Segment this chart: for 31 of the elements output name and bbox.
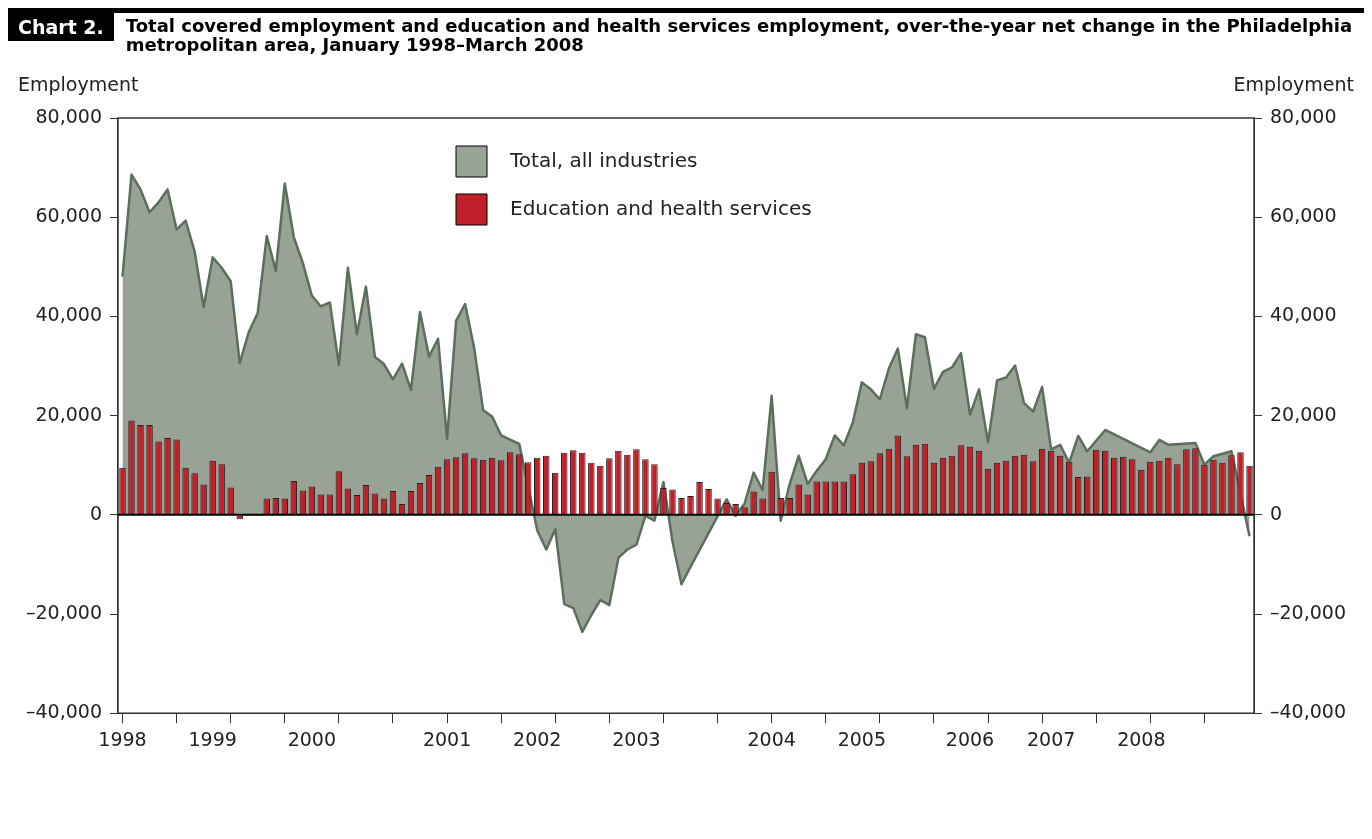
x-tick-label: 2006 bbox=[945, 727, 995, 750]
y-tick-label: 60,000 bbox=[35, 204, 102, 227]
y2-tick-label: 0 bbox=[1270, 501, 1283, 524]
y2-tick-label: –20,000 bbox=[1270, 600, 1346, 623]
y2-tick-label: 20,000 bbox=[1270, 402, 1337, 425]
y-axis-title: Employment bbox=[18, 73, 139, 96]
legend-label: Education and health services bbox=[510, 196, 812, 221]
x-tick-label: 2002 bbox=[513, 727, 562, 750]
x-tick-label: 1999 bbox=[188, 727, 237, 750]
x-tick-label: 2003 bbox=[612, 727, 661, 750]
y-tick-label: 0 bbox=[89, 501, 102, 524]
x-tick-label: 2004 bbox=[747, 727, 796, 750]
y2-tick-label: 40,000 bbox=[1270, 303, 1337, 326]
y-tick-label: 80,000 bbox=[35, 104, 102, 127]
y-tick-label: –40,000 bbox=[26, 700, 102, 723]
x-tick-label: 2007 bbox=[1026, 727, 1076, 750]
x-tick-label: 2000 bbox=[287, 727, 337, 750]
y-tick-label: 20,000 bbox=[35, 402, 102, 425]
x-tick-label: 2005 bbox=[837, 727, 886, 750]
y-tick-label: –20,000 bbox=[26, 600, 102, 623]
x-tick-label: 2001 bbox=[422, 727, 472, 750]
caption: Chart 2. bbox=[8, 13, 114, 41]
y2-tick-label: –40,000 bbox=[1270, 700, 1346, 723]
x-tick-label: 1998 bbox=[98, 727, 147, 750]
y2-tick-label: 80,000 bbox=[1270, 104, 1337, 127]
x-tick-label: 2008 bbox=[1117, 727, 1166, 750]
y2-axis-title: Employment bbox=[1233, 73, 1354, 96]
y-tick-label: 40,000 bbox=[35, 303, 102, 326]
legend-label: Total, all industries bbox=[509, 148, 698, 173]
chart-title: Total covered employment and education and health services employment, over-the-year net change in the Philadelphia metropolitan area, January 1998–March 2008 bbox=[124, 14, 1354, 55]
y2-tick-label: 60,000 bbox=[1270, 204, 1337, 227]
